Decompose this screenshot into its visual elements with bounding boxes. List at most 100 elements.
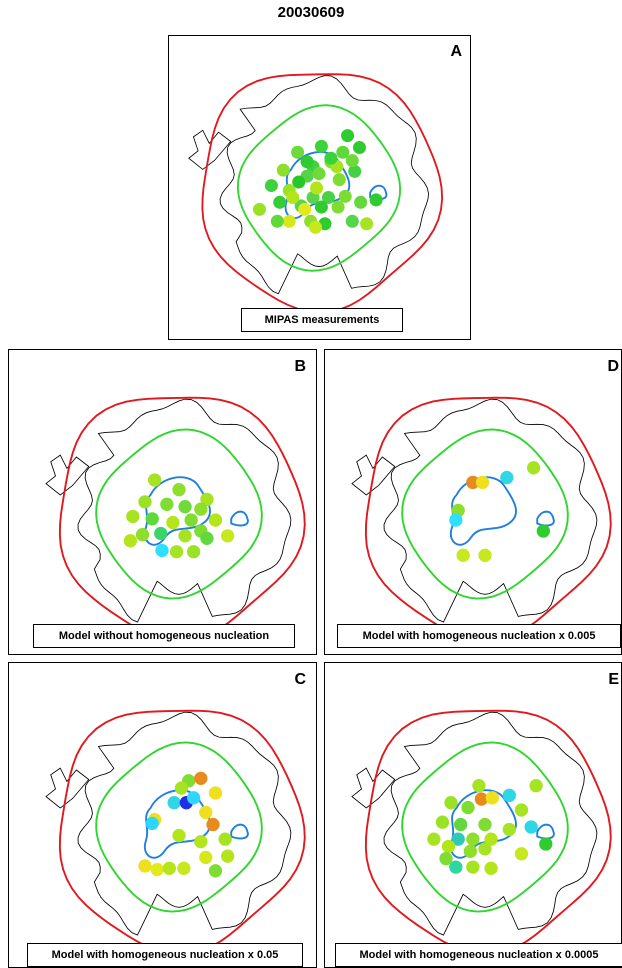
measurement-dot: [526, 461, 541, 475]
panel-b: B Model without homogeneous nucleation: [8, 349, 317, 655]
measurement-dot: [485, 791, 499, 805]
measurement-dot: [321, 190, 335, 204]
measurement-dot: [514, 847, 529, 861]
antarctic-map: [45, 709, 306, 956]
measurement-dot: [150, 862, 164, 877]
measurement-dot: [135, 528, 150, 542]
measurement-dot: [194, 771, 208, 786]
measurement-dot: [218, 832, 232, 846]
outer-contour: [201, 73, 444, 314]
measurement-dot: [200, 531, 214, 545]
measurement-dot: [369, 193, 383, 207]
measurement-dot: [199, 850, 213, 865]
measurement-dot: [286, 190, 300, 204]
measurement-dot: [208, 513, 223, 527]
peninsula-coastline: [351, 454, 396, 496]
measurement-dot: [174, 781, 189, 795]
outer-contour: [364, 396, 612, 643]
panel-e: E Model with homogeneous nucleation x 0.…: [324, 662, 622, 968]
measurement-dot: [472, 779, 486, 793]
measurement-dot: [500, 470, 514, 485]
antarctic-map: [351, 396, 612, 643]
measurement-dot: [270, 214, 284, 228]
measurement-dot: [444, 796, 458, 810]
measurement-dot: [336, 145, 350, 159]
measurement-dot: [172, 483, 186, 497]
vortex-contour-small: [230, 510, 249, 527]
measurement-dot: [155, 543, 169, 558]
coastline-contour: [77, 398, 292, 623]
measurement-dot: [186, 791, 201, 805]
measurement-dot: [252, 202, 266, 216]
vortex-contour-small: [536, 510, 555, 527]
panel-caption: Model without homogeneous nucleation: [33, 624, 295, 648]
outer-contour: [58, 396, 306, 643]
coastline-contour: [383, 711, 598, 936]
measurement-dot: [282, 214, 296, 228]
measurement-dot: [166, 515, 180, 530]
measurement-dot: [456, 548, 470, 562]
measurement-dot: [478, 548, 492, 562]
measurement-dot: [536, 524, 550, 538]
measurement-dot: [160, 497, 174, 511]
measurement-dot: [539, 837, 553, 851]
measurement-dot: [451, 832, 465, 846]
measurement-dot: [348, 164, 362, 178]
measurement-dot: [463, 844, 478, 858]
measurement-dot: [154, 526, 168, 541]
measurement-dot: [145, 816, 159, 831]
measurement-dot: [449, 513, 463, 527]
measurement-dot: [478, 817, 492, 832]
measurement-dot: [502, 788, 516, 803]
antarctic-map: [351, 709, 612, 956]
measurement-dot: [314, 139, 328, 153]
measurement-dot: [184, 513, 198, 527]
measurement-dot: [484, 832, 498, 846]
measurement-dot: [449, 860, 463, 874]
coastline-contour: [219, 75, 429, 295]
measurement-dot: [206, 817, 220, 832]
measurement-dot: [300, 155, 314, 169]
measurement-dot: [169, 545, 184, 559]
measurement-dot: [314, 200, 328, 214]
panel-c: C Model with homogeneous nucleation x 0.…: [8, 662, 317, 968]
measurement-dot: [310, 181, 324, 195]
measurement-dot: [123, 534, 138, 548]
measurement-dot: [352, 141, 366, 155]
measurement-dot: [148, 473, 162, 487]
measurement-dot: [354, 195, 368, 209]
measurement-dot: [264, 179, 278, 193]
antarctic-map: [188, 73, 444, 314]
panel-letter: C: [294, 671, 306, 688]
inner-contour: [236, 104, 402, 272]
measurement-dot: [291, 145, 305, 159]
measurement-dot: [338, 189, 352, 203]
panel-a: A MIPAS measurements: [168, 35, 471, 340]
measurement-dot: [502, 822, 516, 837]
panel-caption: Model with homogeneous nucleation x 0.00…: [335, 943, 622, 967]
measurement-dot: [341, 129, 355, 143]
measurement-dot: [200, 492, 214, 507]
peninsula-coastline: [351, 767, 396, 809]
measurement-dot: [308, 220, 322, 234]
measurement-dot: [466, 832, 480, 846]
measurement-dot: [138, 495, 152, 509]
measurement-dot: [199, 805, 213, 820]
measurement-dot: [167, 796, 181, 810]
measurement-dot: [514, 803, 529, 817]
panel-letter: B: [294, 358, 306, 375]
measurement-dot: [312, 167, 326, 181]
measurement-dot: [478, 842, 492, 856]
panel-d: D Model with homogeneous nucleation x 0.…: [324, 349, 622, 655]
measurement-dot: [524, 820, 538, 834]
measurement-dot: [208, 786, 223, 800]
measurement-dot: [273, 195, 287, 209]
panel-letter: D: [607, 358, 619, 375]
coastline-contour: [77, 711, 292, 936]
measurement-dot: [178, 529, 192, 543]
panel-caption: Model with homogeneous nucleation x 0.00…: [337, 624, 621, 648]
measurement-dot: [474, 792, 489, 806]
measurement-dot: [178, 500, 192, 514]
measurement-dot: [360, 217, 374, 231]
measurement-dot: [194, 502, 208, 516]
